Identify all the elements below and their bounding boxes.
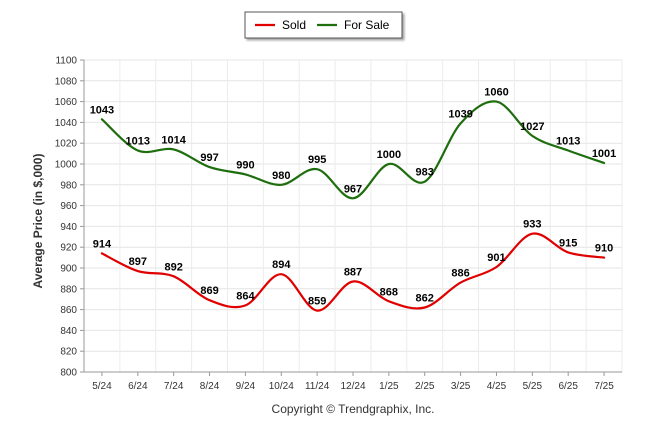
data-label-sold: 901	[487, 252, 505, 264]
data-labels: 914 897 892 869 864 894 859 887 868 862 886 901 933 9…	[90, 87, 617, 308]
x-tick-label-6-25: 6/25	[558, 381, 578, 392]
y-tick-label: 920	[60, 243, 77, 254]
x-tick-label-7-24: 7/24	[164, 381, 184, 392]
data-label-for-sale: 983	[416, 167, 434, 179]
legend-label-sold: Sold	[282, 18, 306, 32]
data-label-for-sale: 1043	[90, 104, 114, 116]
y-tick-label: 1000	[55, 160, 78, 171]
data-label-for-sale: 967	[344, 183, 362, 195]
legend: Sold For Sale	[244, 11, 403, 39]
data-label-sold: 887	[344, 267, 362, 279]
y-tick-label: 1080	[55, 76, 78, 87]
y-tick-label: 980	[60, 180, 77, 191]
x-tick-label-11-24: 11/24	[305, 381, 330, 392]
y-tick-label: 800	[60, 368, 77, 379]
data-label-for-sale: 1039	[448, 108, 472, 120]
data-label-sold: 894	[272, 259, 291, 271]
data-label-sold: 869	[200, 285, 218, 297]
y-tick-label: 840	[60, 326, 77, 337]
x-tick-label-3-25: 3/25	[451, 381, 471, 392]
x-tick-label-4-25: 4/25	[487, 381, 507, 392]
data-label-for-sale: 1013	[556, 135, 580, 147]
y-tick-label: 900	[60, 264, 77, 275]
data-label-for-sale: 1013	[126, 135, 150, 147]
x-tick-label-2-25: 2/25	[415, 381, 435, 392]
legend-label-for-sale: For Sale	[344, 18, 390, 32]
data-label-sold: 886	[451, 268, 469, 280]
data-label-sold: 910	[595, 243, 613, 255]
x-tick-label-12-24: 12/24	[340, 381, 365, 392]
x-tick-label-9-24: 9/24	[236, 381, 256, 392]
axes: 800 820 840 860 880 900 920 940 960 980 1000 1020 10…	[55, 56, 622, 392]
data-label-for-sale: 997	[200, 152, 218, 164]
data-label-for-sale: 1027	[520, 121, 544, 133]
data-label-sold: 892	[164, 261, 182, 273]
y-tick-label: 1040	[55, 118, 78, 129]
y-tick-label: 940	[60, 222, 77, 233]
series-line-for-sale	[100, 100, 606, 200]
data-label-for-sale: 1001	[592, 148, 616, 160]
x-tick-label-6-24: 6/24	[128, 381, 148, 392]
data-label-for-sale: 1014	[161, 134, 186, 146]
series-lines	[100, 100, 606, 312]
data-label-sold: 859	[308, 296, 326, 308]
y-axis-title: Average Price (in $,000)	[31, 154, 45, 289]
series-line-sold	[100, 232, 606, 312]
x-tick-label-8-24: 8/24	[200, 381, 220, 392]
copyright-footer: Copyright © Trendgraphix, Inc.	[272, 402, 435, 416]
data-label-sold: 864	[236, 290, 255, 302]
data-label-for-sale: 990	[236, 159, 254, 171]
x-tick-label-1-25: 1/25	[379, 381, 399, 392]
x-tick-label-5-25: 5/25	[523, 381, 543, 392]
data-label-sold: 862	[416, 293, 434, 305]
data-label-for-sale: 995	[308, 154, 326, 166]
data-label-sold: 915	[559, 237, 577, 249]
y-tick-label: 1100	[55, 56, 77, 67]
data-label-for-sale: 1060	[484, 87, 508, 99]
data-label-sold: 914	[93, 238, 112, 250]
y-tick-label: 1060	[55, 97, 78, 108]
y-tick-label: 960	[60, 201, 77, 212]
data-label-for-sale: 980	[272, 170, 290, 182]
y-tick-label: 820	[60, 347, 77, 358]
data-label-for-sale: 1000	[377, 149, 401, 161]
x-tick-label-5-24: 5/24	[92, 381, 112, 392]
grid-lines	[83, 59, 623, 373]
x-tick-label-7-25: 7/25	[594, 381, 614, 392]
data-label-sold: 868	[380, 286, 398, 298]
y-tick-label: 860	[60, 305, 77, 316]
data-label-sold: 933	[523, 219, 541, 231]
y-tick-label: 880	[60, 284, 77, 295]
y-tick-label: 1020	[55, 139, 78, 150]
x-tick-label-10-24: 10/24	[269, 381, 294, 392]
data-label-sold: 897	[129, 256, 147, 268]
